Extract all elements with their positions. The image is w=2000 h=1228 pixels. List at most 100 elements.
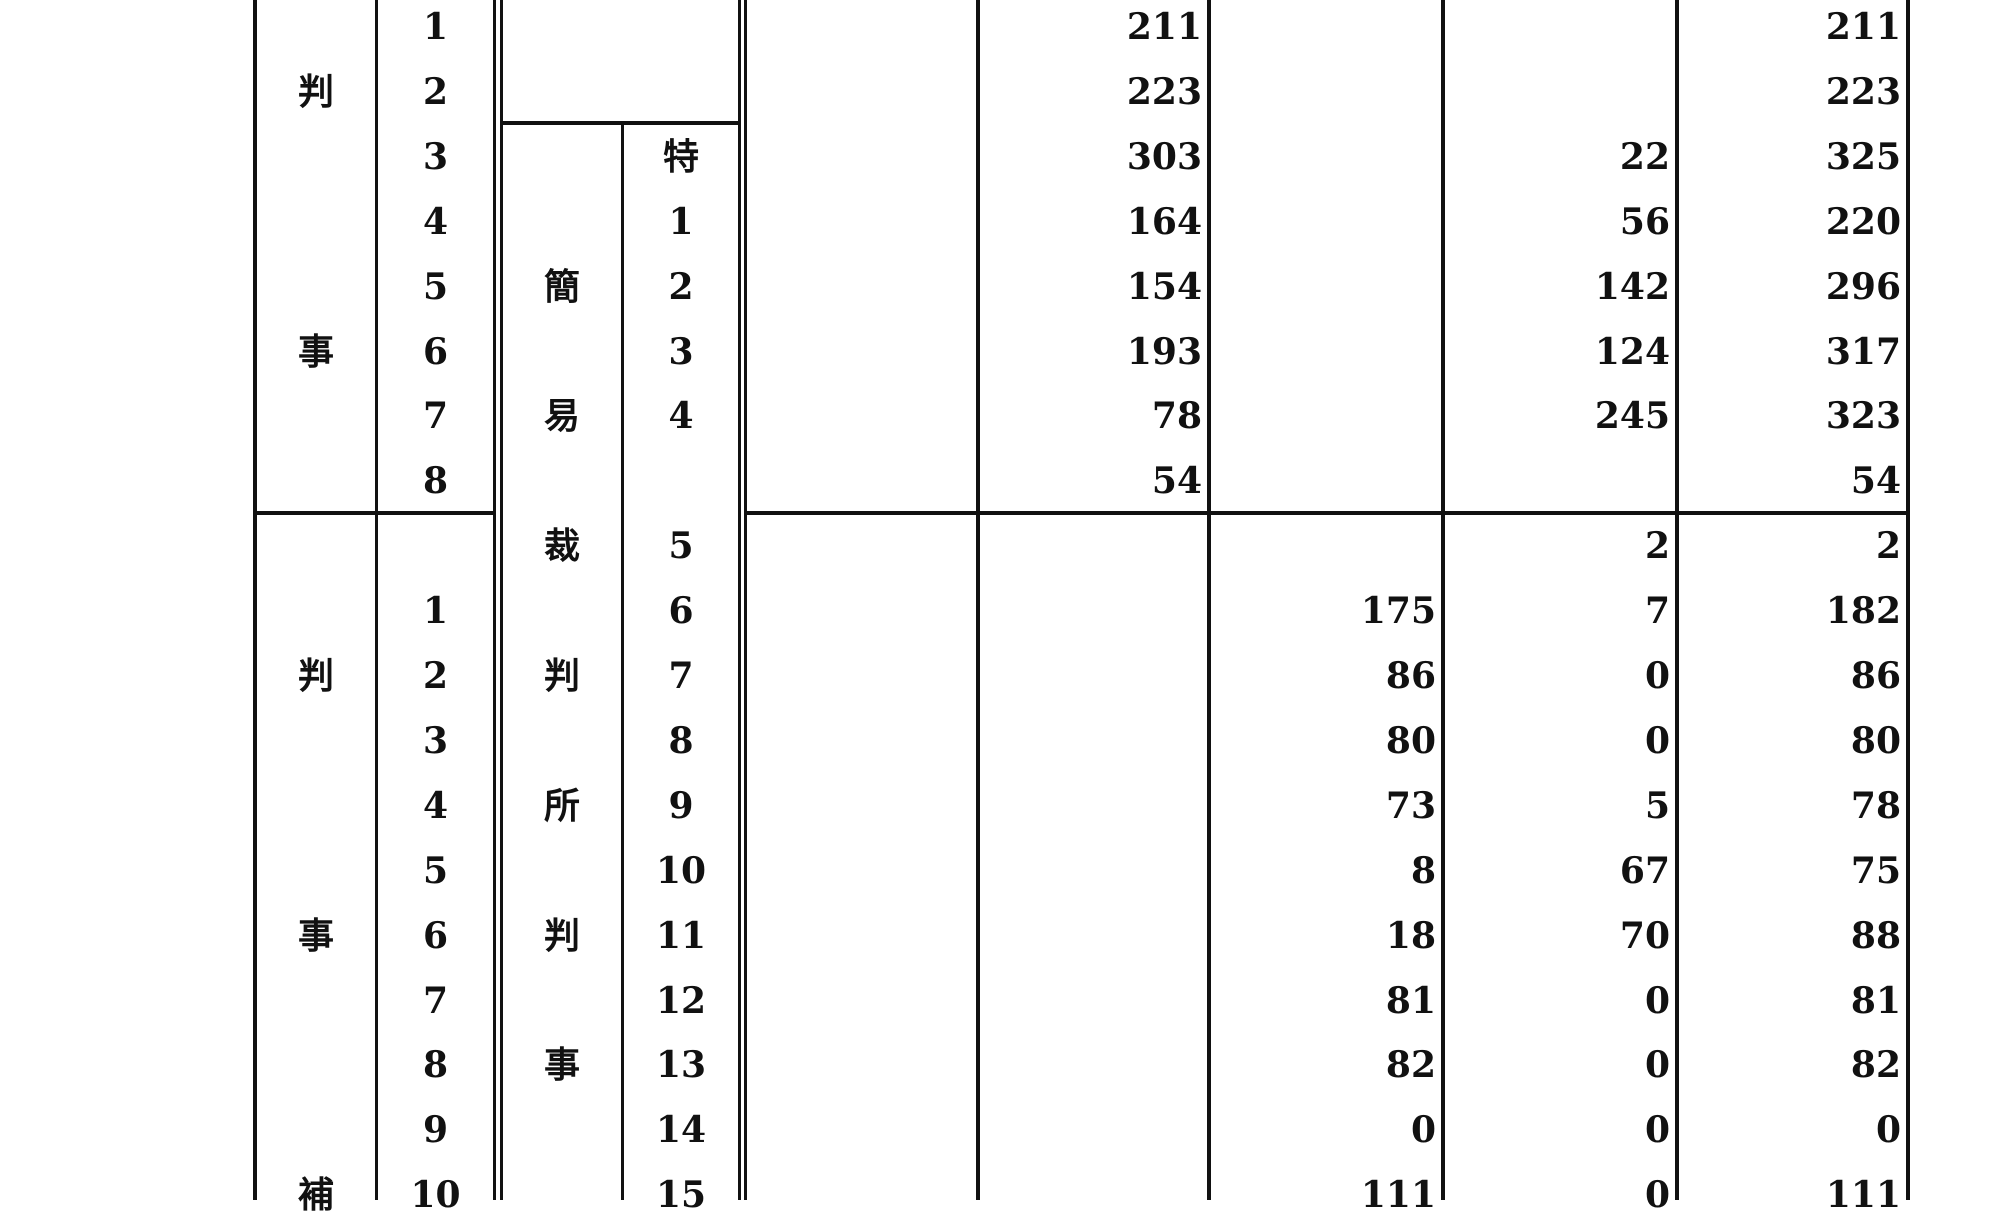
value-total: 182 [1825,590,1901,633]
row-number: 4 [422,784,449,827]
value-col-a [980,709,1202,774]
column-divider-double [738,0,741,1200]
value-total: 86 [1850,655,1901,697]
group-label [257,449,375,514]
value-col-b [1211,0,1436,60]
sub-group-label: 判 [543,655,580,697]
column-divider [375,0,378,1200]
row-number: 1 [422,590,449,633]
value-col-b [1211,320,1436,385]
sub-row-number: 特 [662,135,699,178]
row-divider [500,121,740,125]
value-col-c: 2 [1644,525,1670,568]
value-col-a: 211 [1126,6,1202,48]
value-col-a: 223 [1126,70,1202,113]
group-label [257,190,375,255]
row-number: 4 [422,200,449,243]
sub-row-number: 2 [668,265,694,308]
value-col-b: 175 [1360,590,1436,633]
column-divider-double [493,0,496,1200]
row-number: 5 [422,265,449,308]
value-total: 220 [1825,200,1901,243]
sub-group-label: 易 [543,395,580,438]
value-col-c: 0 [1644,719,1670,762]
row-number: 2 [422,655,449,697]
group-label [257,774,375,839]
row-divider [744,511,1910,515]
group-label [257,384,375,449]
value-col-a [980,514,1202,579]
value-col-c: 22 [1619,135,1670,178]
group-label: 補 [297,1174,334,1217]
column-divider [1441,0,1445,1200]
value-col-a [980,579,1202,644]
value-col-a [980,839,1202,904]
sub-group-label: 裁 [543,525,580,568]
value-total: 88 [1850,914,1901,957]
sub-row-number: 14 [655,1109,707,1152]
value-total: 211 [1825,6,1901,48]
value-col-b: 86 [1385,655,1436,697]
value-total: 323 [1825,395,1901,438]
row-divider [253,511,495,515]
value-col-a [980,1163,1202,1228]
value-col-a [980,644,1202,709]
value-col-c: 70 [1619,914,1670,957]
sub-row-number [624,449,738,514]
value-col-a [980,969,1202,1034]
sub-row-number: 5 [668,525,694,568]
value-col-b: 0 [1410,1109,1436,1152]
column-divider [976,0,980,1200]
group-label [257,579,375,644]
row-number: 8 [422,1044,449,1087]
value-col-a: 54 [1151,460,1202,503]
value-total: 80 [1850,719,1901,762]
group-label [257,969,375,1034]
group-label: 判 [297,70,334,113]
value-total: 75 [1850,849,1901,892]
sub-row-number [624,0,738,60]
group-label [257,514,375,579]
value-col-c: 7 [1644,590,1670,633]
sub-group-label [503,60,621,125]
sub-row-number: 4 [668,395,694,438]
value-col-b: 81 [1385,979,1436,1022]
sub-row-number: 15 [655,1174,707,1217]
sub-group-label [503,320,621,385]
sub-row-number: 9 [668,784,694,827]
column-divider-double [500,0,503,1200]
value-col-c [1445,60,1670,125]
group-label [257,1033,375,1098]
value-col-a: 193 [1126,330,1202,373]
column-divider [1675,0,1679,1200]
value-col-c: 245 [1594,395,1670,438]
sub-group-label [503,839,621,904]
row-number: 3 [422,719,449,762]
row-number: 10 [410,1174,461,1217]
sub-group-label [503,1163,621,1228]
value-col-a: 78 [1151,395,1202,438]
sub-row-number: 10 [655,849,707,892]
column-divider-double [744,0,747,1200]
value-col-b [1211,125,1436,190]
value-total: 82 [1850,1044,1901,1087]
value-col-b: 80 [1385,719,1436,762]
sub-row-number: 1 [668,200,694,243]
group-label [257,125,375,190]
group-label [257,1098,375,1163]
value-col-a [980,774,1202,839]
value-col-c: 0 [1644,1109,1670,1152]
sub-group-label: 事 [543,1044,580,1087]
sub-row-number: 12 [655,979,707,1022]
value-col-c: 124 [1594,330,1670,373]
sub-row-number: 3 [668,330,694,373]
column-divider [621,123,624,1200]
group-label [257,0,375,60]
sub-group-label [503,125,621,190]
value-total: 78 [1850,784,1901,827]
value-col-a: 164 [1126,200,1202,243]
sub-row-number: 8 [668,719,694,762]
sub-group-label [503,969,621,1034]
value-col-b: 82 [1385,1044,1436,1087]
value-col-c [1445,449,1670,514]
